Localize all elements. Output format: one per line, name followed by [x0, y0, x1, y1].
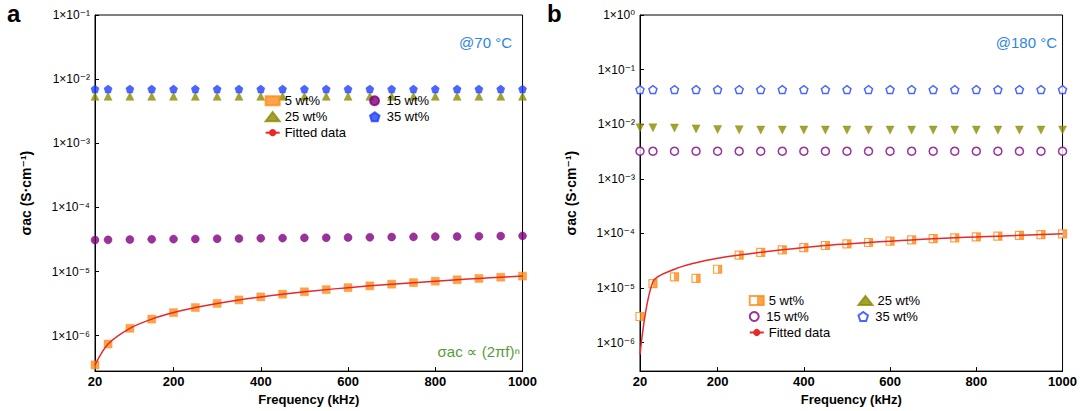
- svg-text:25 wt%: 25 wt%: [878, 293, 921, 308]
- svg-text:15 wt%: 15 wt%: [766, 309, 809, 324]
- svg-text:1×10⁻³: 1×10⁻³: [53, 136, 90, 150]
- svg-text:35 wt%: 35 wt%: [387, 109, 430, 124]
- svg-text:35 wt%: 35 wt%: [875, 309, 918, 324]
- svg-text:800: 800: [965, 374, 987, 389]
- svg-text:Frequency (kHz): Frequency (kHz): [258, 392, 359, 407]
- svg-text:20: 20: [88, 374, 102, 389]
- svg-text:Frequency (kHz): Frequency (kHz): [801, 392, 902, 407]
- svg-text:1×10⁻³: 1×10⁻³: [598, 172, 635, 186]
- svg-text:600: 600: [879, 374, 901, 389]
- svg-text:σac (S·cm⁻¹): σac (S·cm⁻¹): [563, 151, 579, 236]
- svg-text:400: 400: [793, 374, 815, 389]
- svg-text:600: 600: [337, 374, 359, 389]
- svg-text:5 wt%: 5 wt%: [769, 293, 805, 308]
- svg-text:1×10⁻⁴: 1×10⁻⁴: [51, 200, 90, 214]
- svg-text:200: 200: [163, 374, 185, 389]
- svg-text:1×10⁻⁵: 1×10⁻⁵: [597, 281, 635, 295]
- svg-text:1×10⁻²: 1×10⁻²: [598, 117, 635, 131]
- svg-text:5 wt%: 5 wt%: [285, 93, 321, 108]
- svg-text:@180 °C: @180 °C: [996, 34, 1057, 51]
- svg-text:1×10⁻¹: 1×10⁻¹: [53, 8, 90, 22]
- svg-text:1000: 1000: [1048, 374, 1077, 389]
- svg-text:400: 400: [250, 374, 272, 389]
- svg-text:σac ∝ (2πf)ⁿ: σac ∝ (2πf)ⁿ: [438, 343, 520, 360]
- svg-text:15 wt%: 15 wt%: [387, 93, 430, 108]
- svg-text:1000: 1000: [508, 374, 537, 389]
- svg-text:1×10⁻²: 1×10⁻²: [53, 72, 90, 86]
- svg-text:@70 °C: @70 °C: [459, 34, 512, 51]
- svg-text:1×10⁻⁶: 1×10⁻⁶: [52, 329, 90, 343]
- svg-text:1×10⁻¹: 1×10⁻¹: [598, 63, 635, 77]
- svg-text:σac (S·cm⁻¹): σac (S·cm⁻¹): [18, 151, 34, 236]
- svg-text:1×10⁰: 1×10⁰: [603, 8, 635, 22]
- svg-text:1×10⁻⁴: 1×10⁻⁴: [596, 226, 635, 240]
- svg-text:b: b: [547, 0, 562, 27]
- svg-text:1×10⁻⁶: 1×10⁻⁶: [597, 336, 635, 350]
- svg-text:Fitted data: Fitted data: [285, 125, 347, 140]
- svg-text:200: 200: [707, 374, 729, 389]
- svg-text:800: 800: [424, 374, 446, 389]
- svg-text:25 wt%: 25 wt%: [285, 109, 328, 124]
- svg-text:1×10⁻⁵: 1×10⁻⁵: [52, 265, 90, 279]
- svg-text:a: a: [7, 0, 21, 27]
- svg-text:Fitted data: Fitted data: [769, 325, 831, 340]
- svg-text:20: 20: [633, 374, 647, 389]
